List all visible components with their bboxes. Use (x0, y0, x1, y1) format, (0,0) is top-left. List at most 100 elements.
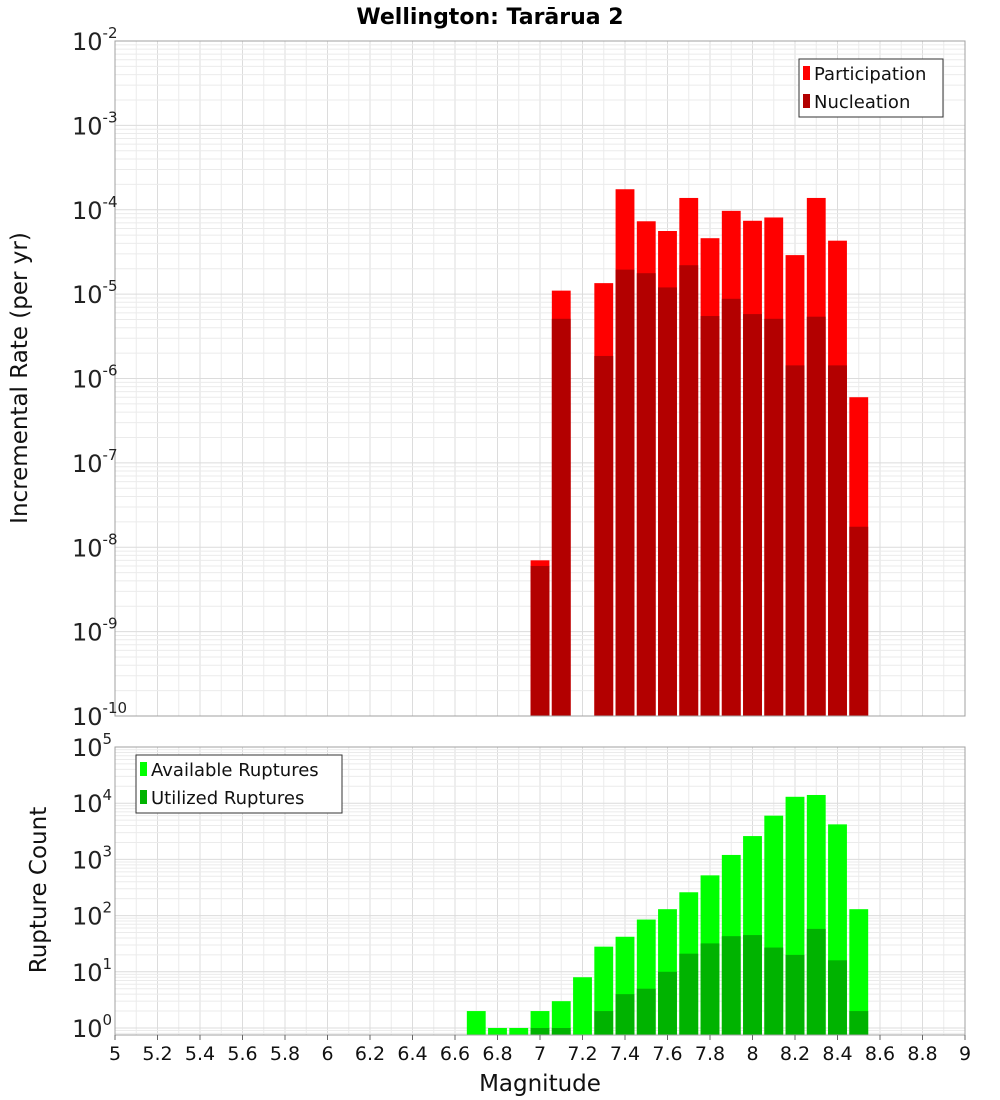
bottom-y-tick-exponent: 2 (103, 899, 113, 917)
bottom-y-tick-label: 100 (72, 1011, 112, 1043)
x-tick-label: 6.8 (482, 1043, 512, 1065)
bottom-bar-outer (573, 977, 592, 1035)
bottom-bar-inner (785, 954, 805, 1035)
top-bar-inner (785, 365, 805, 716)
top-y-tick-label: 10-2 (72, 24, 118, 56)
top-bar-inner (700, 316, 720, 716)
bottom-y-tick-label: 102 (72, 899, 112, 931)
bottom-y-tick-exponent: 0 (103, 1011, 113, 1029)
bottom-y-axis-title: Rupture Count (26, 807, 52, 973)
top-bar-inner (806, 316, 826, 716)
bottom-bar-inner (721, 936, 741, 1035)
top-y-tick-exponent: -7 (103, 446, 118, 464)
x-axis: 5 5.2 5.4 5.6 5.8 6 6.2 6.4 6.6 6.8 7 7.2 7.4 7.6 7.8 8… (109, 1035, 971, 1065)
bottom-bar-outer (849, 909, 869, 1035)
top-bar-inner (743, 314, 762, 716)
x-tick-label: 7.8 (695, 1043, 725, 1065)
bottom-bar-outer (551, 1001, 571, 1035)
top-y-tick-label: 10-10 (72, 699, 127, 731)
top-y-tick-label: 10-5 (72, 277, 118, 309)
bottom-y-tick-exponent: 4 (103, 786, 113, 804)
top-y-tick-exponent: -6 (103, 362, 118, 380)
legend-label-participation: Participation (814, 64, 926, 85)
top-bar-inner (721, 298, 741, 716)
x-tick-label: 6 (321, 1043, 333, 1065)
top-bar-inner (679, 265, 699, 716)
top-y-tick-label: 10-6 (72, 362, 118, 394)
bottom-bar-inner (658, 971, 677, 1035)
x-tick-label: 7 (534, 1043, 546, 1065)
chart-title: Wellington: Tarārua 2 (356, 5, 623, 30)
top-bar-inner (764, 318, 784, 716)
bottom-y-tick-exponent: 1 (103, 955, 113, 973)
bottom-bar-outer (509, 1027, 529, 1035)
legend-bottom-frame (135, 754, 343, 814)
top-y-tick-exponent: -5 (103, 277, 118, 295)
x-tick-label: 8 (746, 1043, 758, 1065)
x-tick-label: 7.4 (610, 1043, 640, 1065)
bottom-y-tick-label: 101 (72, 955, 112, 987)
bottom-bar-inner (764, 947, 784, 1035)
top-y-tick-exponent: -8 (103, 530, 118, 548)
x-tick-label: 6.2 (355, 1043, 385, 1065)
x-tick-label: 8.8 (907, 1043, 937, 1065)
bottom-y-tick-exponent: 3 (103, 842, 113, 860)
x-tick-label: 9 (959, 1043, 971, 1065)
top-y-tick-label: 10-3 (72, 108, 118, 140)
legend-swatch-available (140, 762, 147, 776)
bottom-y-tick-label: 105 (72, 730, 112, 762)
bottom-bar-inner (806, 928, 826, 1035)
bottom-bar-inner (828, 960, 847, 1035)
top-y-tick-exponent: -4 (103, 193, 118, 211)
top-y-tick-label: 10-8 (72, 530, 118, 562)
top-y-tick-label: 10-7 (72, 446, 118, 478)
x-tick-label: 5.4 (185, 1043, 215, 1065)
x-tick-label: 7.2 (567, 1043, 597, 1065)
bottom-bar-inner (636, 988, 656, 1035)
bottom-y-tick-label: 103 (72, 842, 112, 874)
x-axis-title: Magnitude (479, 1071, 601, 1097)
x-tick-label: 5 (109, 1043, 121, 1065)
bottom-bar-outer (488, 1027, 507, 1035)
top-y-tick-label: 10-4 (72, 193, 118, 225)
top-bar-inner (849, 526, 869, 716)
bottom-y-tick-label: 104 (72, 786, 112, 818)
top-bar-inner (530, 565, 550, 716)
x-tick-label: 6.4 (397, 1043, 427, 1065)
top-y-tick-exponent: -2 (103, 24, 118, 42)
x-tick-label: 8.6 (865, 1043, 895, 1065)
legend-label-nucleation: Nucleation (814, 92, 910, 113)
legend-bottom: Available Ruptures Utilized Ruptures (135, 754, 343, 814)
legend-swatch-participation (803, 66, 810, 80)
x-tick-label: 5.6 (227, 1043, 257, 1065)
bottom-bar-inner (743, 935, 762, 1035)
bottom-bar-inner (551, 1027, 571, 1035)
legend-top-frame (798, 58, 944, 118)
top-y-tick-exponent: -9 (103, 615, 118, 633)
x-tick-label: 7.6 (652, 1043, 682, 1065)
bottom-bar-inner (679, 953, 699, 1035)
x-tick-label: 6.6 (440, 1043, 470, 1065)
top-plot-frame (114, 40, 966, 717)
top-bar-inner (615, 269, 635, 716)
x-tick-label: 5.8 (270, 1043, 300, 1065)
bottom-bar-inner (849, 1011, 869, 1035)
top-bar-inner (828, 365, 847, 716)
bottom-y-tick-exponent: 5 (103, 730, 113, 748)
top-bar-inner (551, 318, 571, 716)
top-y-tick-exponent: -10 (103, 699, 128, 717)
top-y-tick-exponent: -3 (103, 108, 118, 126)
legend-swatch-nucleation (803, 94, 810, 108)
legend-swatch-utilized (140, 790, 147, 804)
x-tick-label: 8.2 (780, 1043, 810, 1065)
top-bar-inner (636, 273, 656, 716)
top-panel: 10-10 10-9 10-8 10-7 10-6 10-5 10-4 10-3 10-2 (72, 24, 966, 731)
bottom-bar-outer (466, 1011, 486, 1035)
x-tick-label: 8.4 (822, 1043, 852, 1065)
legend-label-available: Available Ruptures (151, 760, 319, 781)
legend-top: Participation Nucleation (798, 58, 944, 118)
x-tick-label: 5.2 (142, 1043, 172, 1065)
top-bar-inner (594, 355, 614, 716)
top-y-axis-title: Incremental Rate (per yr) (7, 232, 33, 524)
